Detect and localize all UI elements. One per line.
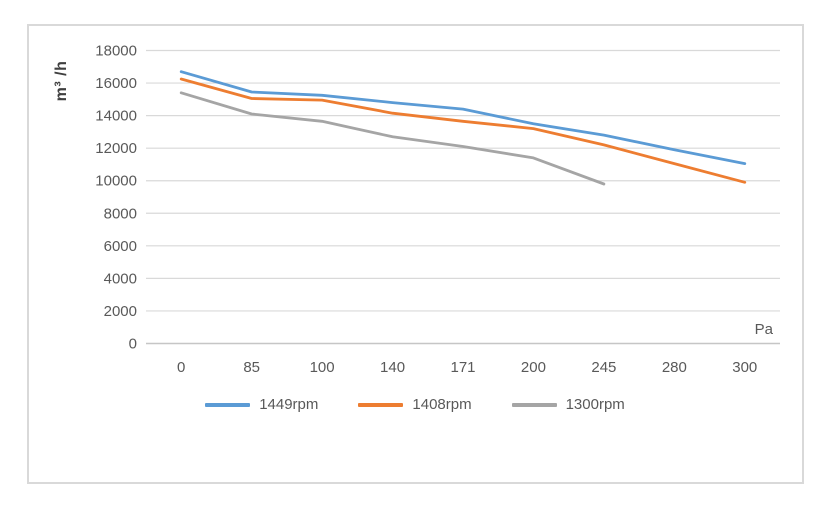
x-tick-label: 0 [177, 359, 185, 376]
y-axis-tick-labels: 0 2000 4000 6000 8000 10000 12000 14000 16000 180… [95, 43, 137, 353]
legend-swatch-1408rpm [358, 402, 404, 407]
x-tick-label: 200 [521, 359, 546, 376]
legend-swatch-1449rpm [205, 402, 251, 407]
legend-swatch-1300rpm [511, 402, 557, 407]
y-tick-label: 6000 [104, 238, 137, 255]
x-tick-label: 100 [310, 359, 335, 376]
legend-item-1449rpm: 1449rpm [205, 396, 318, 413]
x-axis-unit-label: Pa [754, 321, 773, 338]
chart-legend: 1449rpm 1408rpm 1300rpm [0, 396, 830, 413]
x-tick-label: 245 [591, 359, 616, 376]
y-tick-label: 10000 [95, 173, 137, 190]
legend-item-1408rpm: 1408rpm [358, 396, 472, 413]
y-tick-label: 16000 [95, 75, 137, 92]
x-tick-label: 280 [662, 359, 687, 376]
gridlines [146, 49, 780, 345]
x-tick-label: 300 [732, 359, 757, 376]
y-tick-label: 8000 [104, 205, 137, 222]
y-tick-label: 12000 [95, 140, 137, 157]
series-line-1408rpm [179, 77, 747, 184]
legend-label: 1408rpm [412, 396, 472, 413]
x-tick-label: 171 [450, 359, 475, 376]
y-axis-title: m³ /h [53, 60, 70, 102]
series-lines [179, 70, 747, 186]
y-tick-label: 18000 [95, 43, 137, 60]
y-tick-label: 2000 [104, 303, 137, 320]
legend-label: 1449rpm [259, 396, 319, 413]
legend-label: 1300rpm [565, 396, 625, 413]
series-line-1449rpm [179, 70, 747, 166]
chart-border [27, 24, 804, 484]
y-tick-label: 4000 [104, 270, 137, 287]
y-tick-label: 0 [129, 336, 137, 353]
legend-item-1300rpm: 1300rpm [511, 396, 625, 413]
x-axis-tick-labels: 0 85 100 140 171 200 245 280 300 [177, 359, 757, 376]
x-tick-label: 85 [243, 359, 260, 376]
y-tick-label: 14000 [95, 108, 137, 125]
x-tick-label: 140 [380, 359, 405, 376]
series-line-1300rpm [179, 91, 606, 186]
